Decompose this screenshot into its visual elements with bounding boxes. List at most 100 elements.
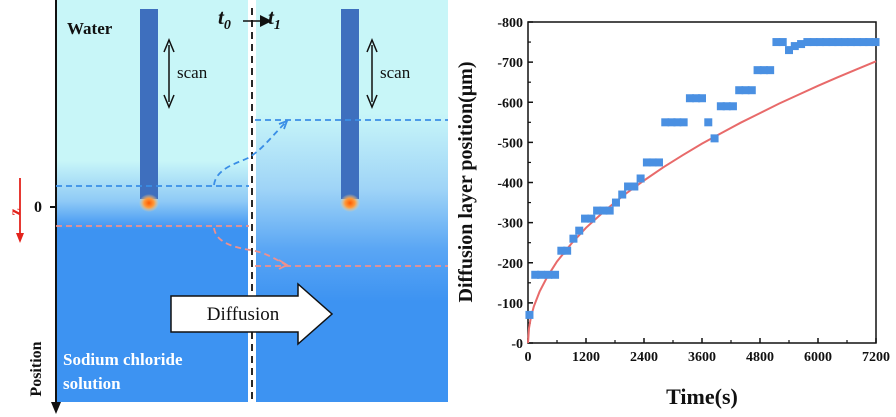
left-scan-arrow (163, 38, 175, 109)
data-point (618, 190, 627, 199)
left-scan-label: scan (177, 63, 208, 82)
data-point (772, 38, 781, 47)
data-point (642, 158, 651, 167)
data-point (815, 38, 824, 47)
water-label: Water (67, 19, 113, 38)
y-tick-label: -300 (497, 217, 523, 232)
data-point (525, 310, 534, 319)
data-point (797, 40, 806, 49)
data-point (716, 102, 725, 111)
data-point (557, 246, 566, 255)
data-point (846, 38, 855, 47)
position-label: Position (28, 341, 45, 396)
data-point (544, 270, 553, 279)
data-point (692, 94, 701, 103)
chart-tick-labels: 0 1200 2400 3600 4800 6000 7200 -0 -100 -200 -300 -… (497, 16, 890, 365)
data-point (667, 118, 676, 127)
x-tick-label: 0 (525, 350, 532, 365)
right-probe-tip-glow (340, 194, 360, 212)
svg-text:t0: t0 (218, 5, 231, 33)
data-point (871, 38, 880, 47)
data-point (673, 118, 682, 127)
data-point (679, 118, 688, 127)
data-point (593, 206, 602, 215)
diffusion-arrow (170, 282, 334, 346)
data-point (853, 38, 862, 47)
data-point (624, 182, 633, 191)
svg-text:t1: t1 (268, 5, 281, 33)
y-tick-label: -600 (497, 96, 523, 111)
position-axis-arrow (51, 402, 61, 414)
data-point (531, 270, 540, 279)
fit-curve (527, 60, 877, 344)
x-tick-label: 4800 (746, 350, 774, 365)
data-point (753, 66, 762, 75)
data-point (605, 206, 614, 215)
solution-label-line1: Sodium chloride (63, 350, 183, 369)
x-tick-label: 3600 (688, 350, 716, 365)
data-point (790, 42, 799, 51)
y-axis-title: Diffusion layer position(μm) (455, 62, 477, 303)
data-point (698, 94, 706, 103)
x-axis-title: Time(s) (666, 384, 738, 409)
plot-area (527, 21, 877, 344)
y-tick-label: -0 (511, 337, 523, 352)
data-point (834, 38, 843, 47)
data-point (611, 198, 620, 207)
time-t1: t (268, 5, 275, 29)
z-label: z (7, 208, 24, 215)
chart-series (525, 38, 880, 344)
data-point (785, 46, 793, 55)
data-point (735, 86, 744, 95)
time-label: t0 t1 (218, 5, 281, 33)
data-point (581, 214, 590, 223)
data-point (654, 158, 663, 167)
x-tick-label: 6000 (804, 350, 832, 365)
time-t0-subscript: 0 (224, 18, 231, 33)
left-probe-tip-glow (139, 194, 159, 212)
data-point (563, 246, 572, 255)
y-tick-label: -500 (497, 136, 523, 151)
time-t0: t (218, 5, 225, 29)
data-point (809, 38, 818, 47)
time-t1-subscript: 1 (274, 18, 281, 33)
data-point (661, 118, 670, 127)
data-point (822, 38, 831, 47)
data-point (704, 118, 713, 127)
data-point (630, 182, 639, 191)
diffusion-label: Diffusion (207, 304, 280, 325)
data-point (685, 94, 694, 103)
right-probe (341, 9, 359, 199)
right-scan-arrow (366, 38, 378, 109)
z-arrow-head (16, 233, 24, 243)
data-point (741, 86, 750, 95)
x-tick-label: 2400 (630, 350, 658, 365)
pink-boundary-shift-arrow (213, 227, 287, 266)
data-point (766, 66, 775, 75)
data-point (747, 86, 756, 95)
data-point (599, 206, 608, 215)
data-point (865, 38, 874, 47)
x-tick-label: 1200 (572, 350, 600, 365)
data-point (537, 270, 546, 279)
data-point (636, 174, 645, 183)
data-point (759, 66, 768, 75)
data-point (728, 102, 737, 111)
y-tick-label: -400 (497, 177, 523, 192)
data-point (648, 158, 657, 167)
data-point (828, 38, 837, 47)
data-point (722, 102, 731, 111)
data-point (551, 270, 560, 279)
schematic-diagram: 0 z Position Water t0 t1 scan (7, 0, 448, 414)
data-point (569, 234, 578, 243)
solution-label-line2: solution (63, 374, 121, 393)
data-point (575, 226, 584, 235)
left-probe (140, 9, 158, 199)
right-scan-label: scan (380, 63, 411, 82)
data-point (859, 38, 868, 47)
data-point (587, 214, 596, 223)
x-tick-label: 7200 (862, 350, 890, 365)
data-point (778, 38, 787, 47)
data-point (803, 38, 812, 47)
y-tick-label: -800 (497, 16, 523, 31)
